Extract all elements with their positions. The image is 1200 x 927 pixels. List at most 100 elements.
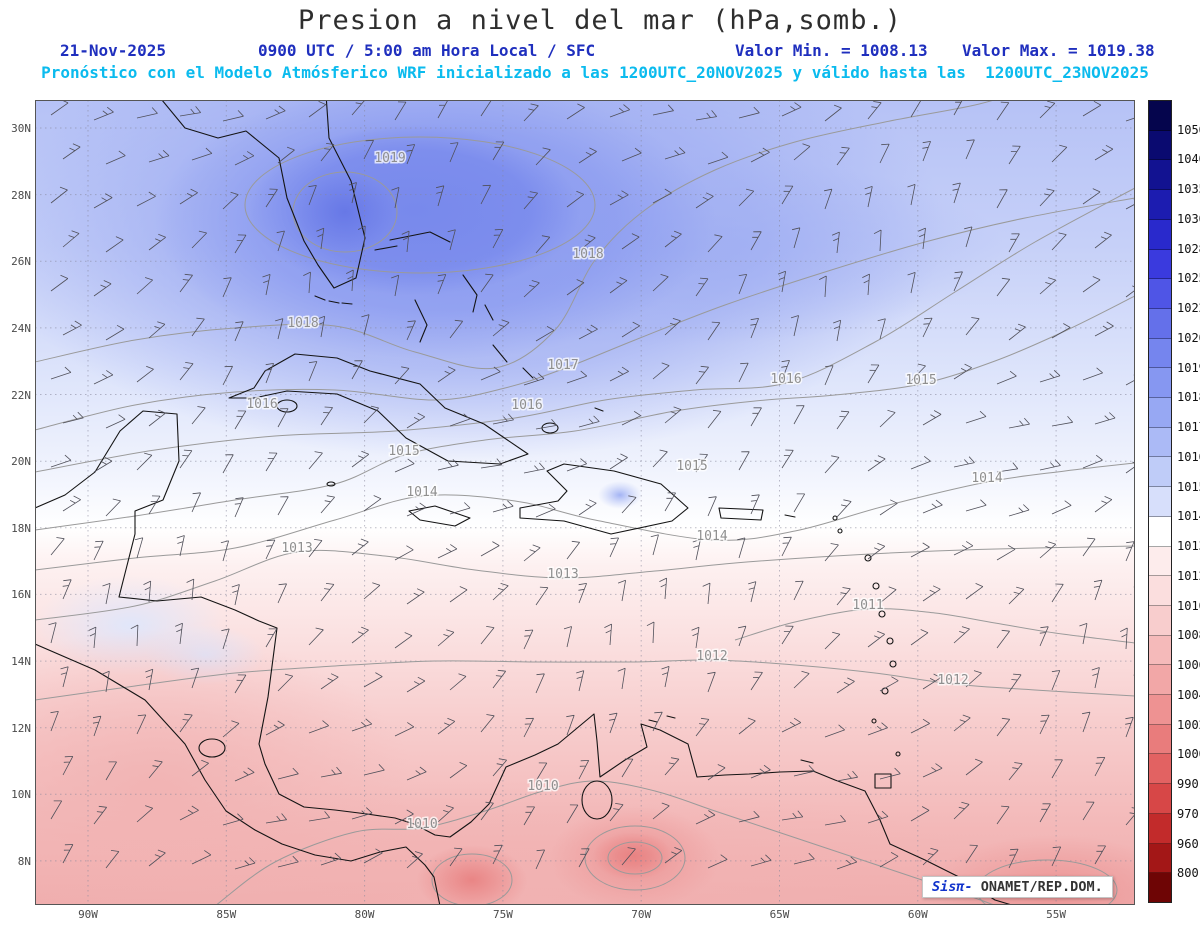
- wind-barb: [922, 141, 931, 162]
- wind-barb: [102, 583, 111, 605]
- wind-barb: [492, 500, 514, 513]
- coastline-puerto-rico: [718, 507, 764, 521]
- wind-barb: [1082, 367, 1103, 381]
- wind-barb: [1093, 579, 1103, 601]
- wind-barb: [1051, 323, 1071, 339]
- wind-barb: [1125, 117, 1135, 122]
- contour-label: 1010: [527, 779, 558, 794]
- wind-barb: [664, 318, 681, 336]
- wind-barb: [621, 410, 642, 426]
- colorbar-segment: [1149, 665, 1171, 696]
- wind-barb: [363, 495, 382, 512]
- wind-barb: [523, 629, 534, 650]
- wind-barb: [105, 236, 124, 253]
- wind-barb: [222, 720, 240, 738]
- wind-barb: [480, 801, 494, 821]
- wind-barb: [480, 458, 503, 469]
- wind-barb: [1094, 321, 1114, 337]
- wind-barb: [922, 499, 943, 514]
- wind-barb: [738, 274, 748, 295]
- wind-barb: [965, 139, 975, 160]
- wind-barb: [148, 760, 163, 779]
- wind-barb: [221, 628, 230, 650]
- wind-barb: [62, 495, 81, 512]
- wind-barb: [965, 410, 987, 424]
- wind-barb: [136, 277, 153, 295]
- wind-barb: [535, 503, 556, 518]
- wind-barb: [191, 759, 209, 777]
- lon-label: 85W: [216, 908, 237, 921]
- wind-barb: [93, 193, 113, 209]
- wind-barb: [222, 365, 233, 386]
- wind-barb: [437, 100, 449, 119]
- lat-label: 18N: [11, 521, 31, 535]
- wind-barb: [964, 226, 973, 248]
- wind-barb: [664, 230, 682, 248]
- wind-barb: [179, 449, 193, 469]
- hispaniola-pressure-spot: [598, 481, 642, 509]
- lat-label: 16N: [11, 588, 31, 602]
- wind-barb: [523, 717, 534, 738]
- colorbar-label: 1006: [1177, 658, 1200, 673]
- wind-barb: [148, 409, 166, 427]
- isobar-line: [35, 659, 1135, 701]
- wind-barb: [910, 100, 922, 118]
- isobar-low-loop: [584, 825, 686, 891]
- wind-barb: [695, 810, 716, 825]
- colorbar-label: 1002: [1177, 717, 1200, 732]
- wind-barb: [136, 714, 147, 735]
- wind-barb: [447, 229, 456, 251]
- wind-barb: [1008, 504, 1030, 517]
- wind-barb: [953, 456, 975, 468]
- wind-barb: [148, 849, 166, 867]
- colorbar-segment: [1149, 635, 1171, 666]
- wind-barb: [617, 667, 626, 690]
- wind-barb: [578, 147, 597, 164]
- wind-barb: [819, 275, 827, 298]
- wind-barb: [346, 269, 354, 292]
- wind-barb: [60, 666, 69, 688]
- colorbar-segment: [1149, 398, 1171, 428]
- colorbar-label: 1008: [1177, 628, 1200, 643]
- wind-barb: [566, 190, 585, 208]
- lon-label: 80W: [354, 908, 375, 921]
- contour-label: 1016: [511, 398, 542, 413]
- wind-barb: [320, 495, 336, 514]
- wind-barb: [652, 274, 669, 292]
- colorbar-label: 1000: [1177, 747, 1200, 762]
- wind-barb: [351, 718, 373, 732]
- wind-barb: [277, 855, 299, 868]
- colorbar-segment: [1149, 695, 1171, 725]
- wind-barb: [308, 361, 318, 382]
- wind-barb: [351, 450, 370, 468]
- wind-barb: [449, 762, 468, 779]
- wind-barb: [275, 318, 284, 340]
- wind-barb: [136, 805, 154, 823]
- wind-barb: [401, 230, 410, 253]
- wind-barb: [316, 227, 325, 250]
- wind-barb: [191, 492, 201, 513]
- wind-barb: [93, 280, 112, 297]
- colorbar-segment: [1149, 160, 1171, 191]
- lake-nicaragua: [198, 738, 226, 758]
- wind-barb: [692, 539, 701, 561]
- wind-barb: [130, 624, 139, 647]
- colorbar-label: 1030: [1177, 211, 1200, 226]
- colorbar-segment: [1149, 605, 1171, 636]
- wind-barb: [566, 714, 575, 736]
- date-label: 21-Nov-2025: [60, 41, 166, 60]
- wind-barb: [437, 459, 459, 471]
- wind-barb: [609, 190, 629, 206]
- wind-barb: [609, 277, 628, 294]
- isobar-line: [215, 780, 996, 905]
- wind-barb: [702, 582, 711, 605]
- colorbar-label: 1020: [1177, 330, 1200, 345]
- wind-barb: [523, 806, 535, 826]
- wind-barb: [833, 319, 842, 342]
- wind-barb: [308, 101, 327, 118]
- contour-label: 1015: [676, 459, 707, 474]
- wind-barb: [277, 496, 289, 516]
- wind-barb: [965, 317, 980, 336]
- lat-label: 8N: [17, 854, 31, 868]
- wind-barb: [320, 673, 339, 690]
